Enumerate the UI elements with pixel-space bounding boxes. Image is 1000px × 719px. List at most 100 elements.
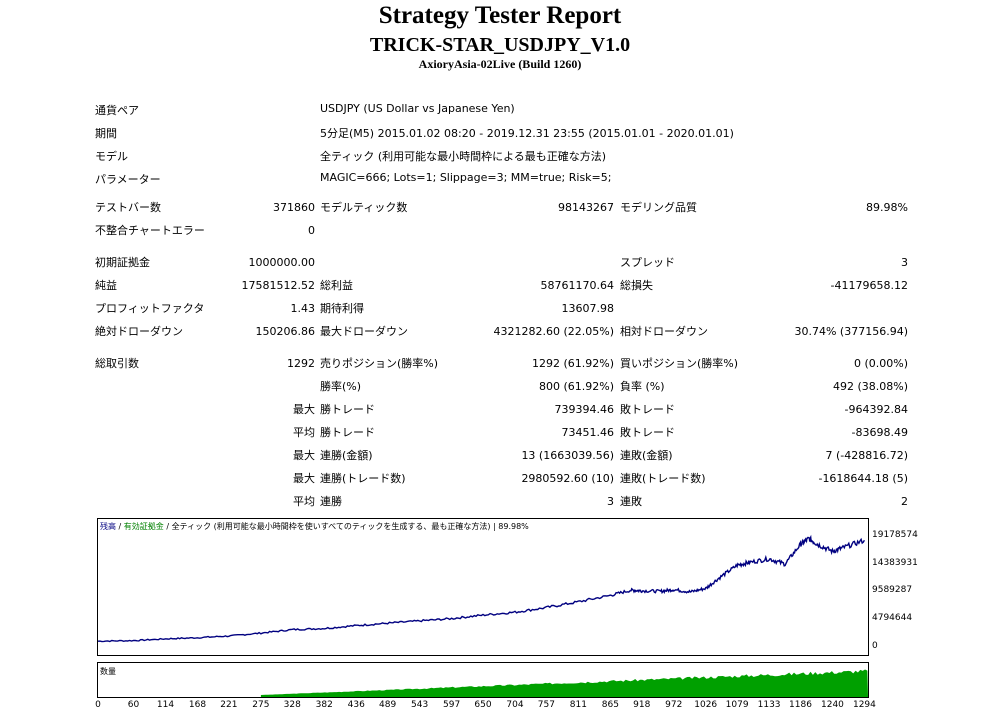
x-tick-label: 1240 [821,700,844,710]
gross-loss-value: -41179658.12 [830,279,908,292]
y-tick-label: 14383931 [872,557,918,568]
avg-loss-label: 敗トレード [620,426,675,439]
expected-value: 13607.98 [561,302,615,315]
largest-loss-value: -964392.84 [844,403,908,416]
x-tick-label: 60 [127,700,140,710]
quality-label: モデリング品質 [620,201,697,214]
avg-loss-value: -83698.49 [851,426,908,439]
legend-sep-2: / [163,522,172,531]
ea-name: TRICK-STAR_USDJPY_V1.0 [369,34,631,56]
x-tick-label: 597 [443,700,461,710]
avg-consec-win-label: 連勝 [320,495,342,508]
x-tick-label: 328 [283,700,301,710]
avg-win-label: 勝トレード [320,426,375,439]
y-tick-label: 0 [872,641,878,651]
deposit-value: 1000000.00 [248,256,315,269]
max-consec-profit-label: 連勝(トレード数) [320,472,406,485]
balance-line [97,534,865,643]
errors-value: 0 [308,224,315,237]
x-tick-label: 0 [95,700,101,710]
x-tick-label: 114 [156,700,175,710]
avg-prefix: 平均 [293,426,315,439]
bars-value: 371860 [273,201,315,214]
legend-balance: 残高 [100,522,116,531]
loss-value: 492 (38.08%) [832,380,908,393]
max-consec-loss-value: 7 (-428816.72) [825,449,908,462]
avg-consec-win-value: 3 [607,495,614,508]
avg-consec-loss-label: 連敗 [620,495,642,508]
max-dd-label: 最大ドローダウン [320,325,408,338]
x-tick-label: 221 [220,700,238,710]
max-consec-loss2-label: 連敗(トレード数) [620,472,706,485]
ticks-value: 98143267 [558,201,614,214]
abs-dd-value: 150206.86 [255,325,316,338]
chart-header: 残高 / 有効証拠金 / 全ティック (利用可能な最小時間枠を使いすべてのティッ… [100,521,529,532]
info-label-symbol: 通貨ペア [95,104,139,117]
largest-win-value: 739394.46 [554,403,615,416]
info-value-symbol: USDJPY (US Dollar vs Japanese Yen) [320,102,515,115]
info-value-params: MAGIC=666; Lots=1; Slippage=3; MM=true; … [320,171,612,184]
x-tick-label: 811 [569,700,587,710]
legend-model-info: 全ティック (利用可能な最小時間枠を使いすべてのティックを生成する、最も正確な方… [171,522,529,531]
short-label: 売りポジション(勝率%) [320,357,439,370]
info-label-model: モデル [95,150,128,163]
x-tick-label: 918 [633,700,651,710]
x-tick-label: 865 [601,700,619,710]
ticks-label: モデルティック数 [320,201,408,214]
spread-label: スプレッド [620,256,675,269]
legend-equity: 有効証拠金 [123,522,164,531]
deposit-label: 初期証拠金 [95,256,150,269]
x-tick-label: 489 [379,700,397,710]
largest-win-label: 勝トレード [320,403,375,416]
spread-value: 3 [901,256,908,269]
loss-label: 負率 (%) [620,380,665,393]
avg-win-value: 73451.46 [561,426,615,439]
x-tick-label: 1294 [852,700,876,710]
bars-label: テストバー数 [95,201,161,214]
info-label-period: 期間 [95,127,117,140]
x-tick-label: 1079 [725,700,749,710]
trades-label: 総取引数 [95,357,139,370]
volume-chart: 数量 [97,662,869,698]
server-name: AxioryAsia-02Live (Build 1260) [418,57,582,71]
x-tick-label: 1186 [789,700,812,710]
max-consec-win-value: 13 (1663039.56) [521,449,614,462]
max-prefix-2: 最大 [293,449,315,462]
avg-consec-loss-value: 2 [901,495,908,508]
max-prefix: 最大 [293,403,315,416]
gross-loss-label: 総損失 [620,279,653,292]
pf-label: プロフィットファクタ [95,302,205,315]
x-tick-label: 972 [665,700,683,710]
max-prefix-3: 最大 [293,472,315,485]
volume-area [260,669,868,697]
max-consec-loss2-value: -1618644.18 (5) [818,472,908,485]
max-consec-win-label: 連勝(金額) [320,449,373,462]
long-label: 買いポジション(勝率%) [620,357,739,370]
info-value-model: 全ティック (利用可能な最小時間枠による最も正確な方法) [320,150,607,163]
net-label: 純益 [95,279,117,292]
x-tick-label: 543 [411,700,429,710]
gross-profit-label: 総利益 [320,279,353,292]
gross-profit-value: 58761170.64 [540,279,614,292]
x-tick-label: 275 [252,700,270,710]
rel-dd-value: 30.74% (377156.94) [794,325,908,338]
x-tick-label: 1026 [694,700,718,710]
abs-dd-label: 絶対ドローダウン [95,325,183,338]
x-tick-label: 704 [506,700,524,710]
report-title: Strategy Tester Report [378,2,622,29]
y-tick-label: 9589287 [872,585,913,596]
win-value: 800 (61.92%) [538,380,614,393]
short-value: 1292 (61.92%) [531,357,614,370]
info-label-params: パラメーター [95,173,161,186]
balance-chart: 残高 / 有効証拠金 / 全ティック (利用可能な最小時間枠を使いすべてのティッ… [97,518,869,656]
x-tick-label: 757 [537,700,555,710]
volume-label: 数量 [100,667,116,676]
y-tick-label: 19178574 [872,529,918,540]
y-tick-label: 4794644 [872,613,913,624]
info-value-period: 5分足(M5) 2015.01.02 08:20 - 2019.12.31 23… [320,127,734,140]
largest-loss-label: 敗トレード [620,403,675,416]
x-tick-label: 436 [347,700,365,710]
legend-sep-1: / [116,522,124,531]
long-value: 0 (0.00%) [853,357,908,370]
net-value: 17581512.52 [241,279,315,292]
